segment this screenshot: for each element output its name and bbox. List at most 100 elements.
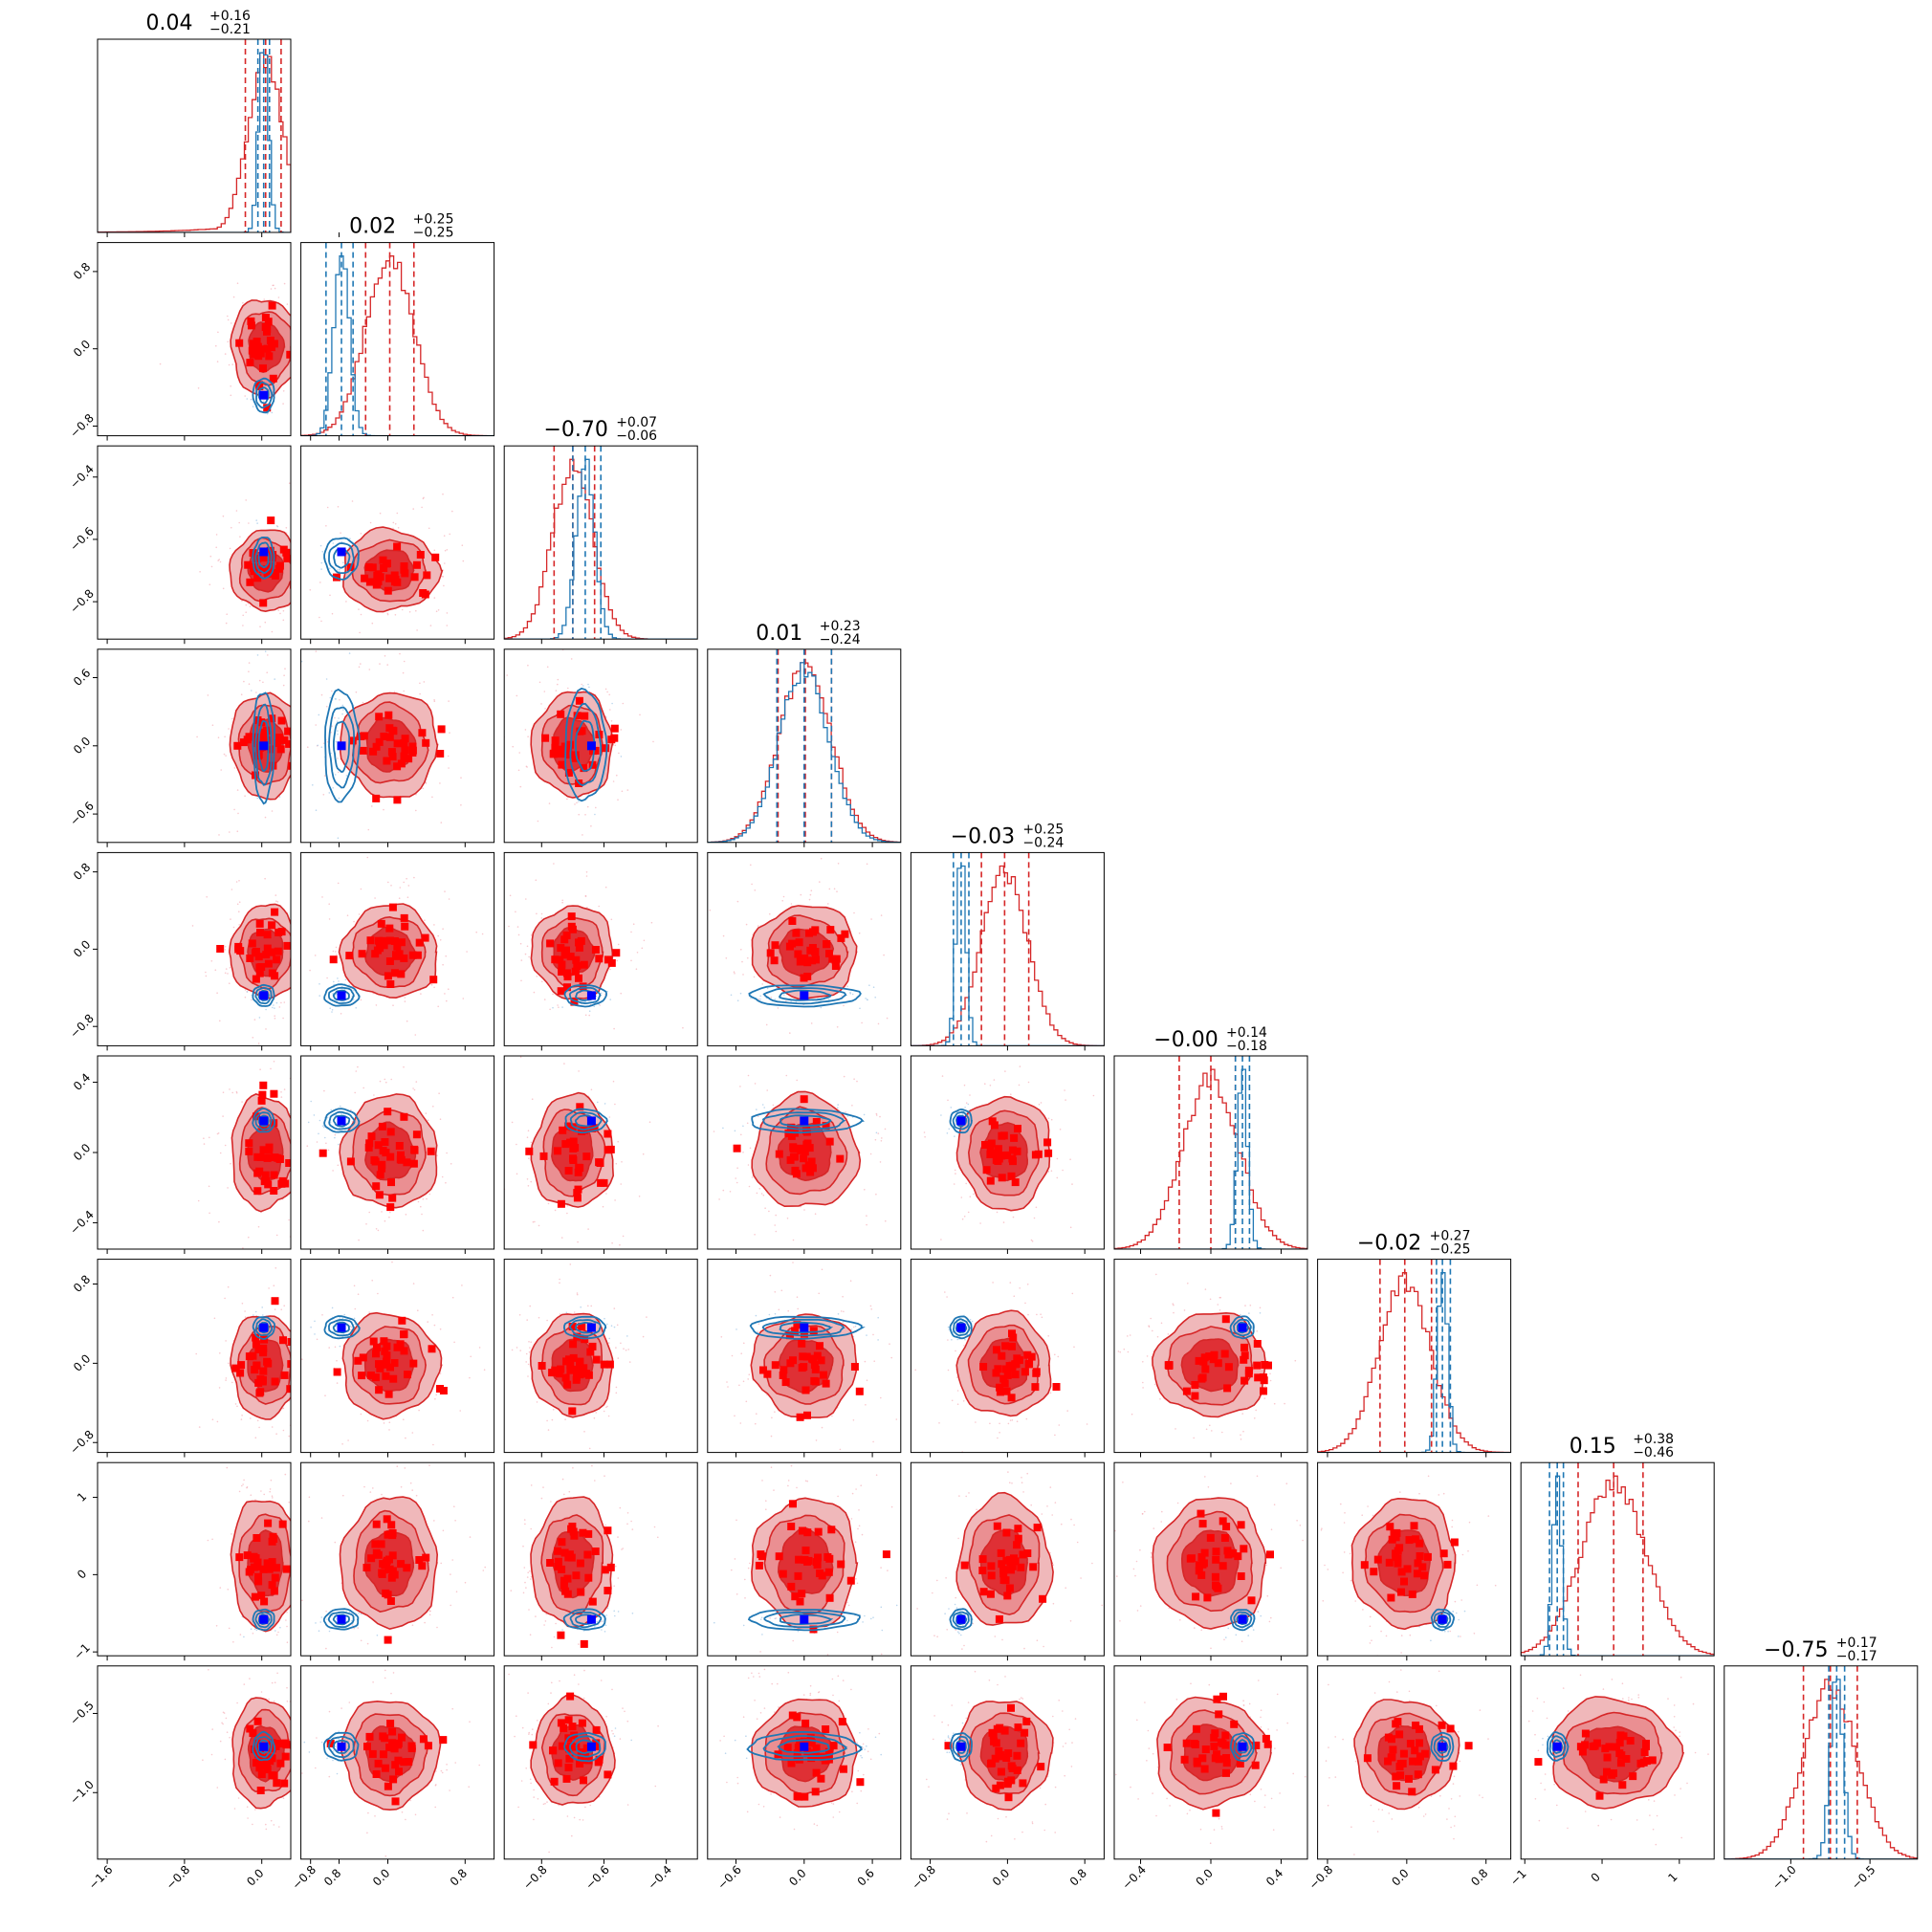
red-marker xyxy=(268,301,276,310)
red-sample-point xyxy=(866,1223,867,1226)
red-sample-point xyxy=(375,1004,378,1006)
truth-marker xyxy=(259,390,269,400)
blue-contour-1 xyxy=(252,1108,276,1133)
red-sample-point xyxy=(1187,1283,1189,1284)
red-sample-point xyxy=(595,1412,597,1414)
red-sample-point xyxy=(406,1020,408,1022)
red-sample-point xyxy=(428,1464,430,1466)
red-marker xyxy=(255,1389,264,1397)
red-sample-point xyxy=(272,1497,274,1499)
panel-2-1 xyxy=(309,493,465,634)
red-sample-point xyxy=(1069,1226,1072,1229)
red-sample-point xyxy=(385,1081,387,1084)
red-sample-point xyxy=(439,782,441,784)
red-marker xyxy=(258,1090,267,1099)
blue-sample-point xyxy=(866,1334,867,1336)
blue-sample-point xyxy=(332,542,335,544)
blue-sample-point xyxy=(340,540,343,543)
red-sample-point xyxy=(258,1426,260,1429)
red-marker xyxy=(1021,1368,1029,1376)
red-marker xyxy=(318,1149,327,1157)
red-marker xyxy=(287,1338,291,1346)
red-sample-point xyxy=(432,1106,434,1108)
red-sample-point xyxy=(296,1005,297,1007)
blue-sample-point xyxy=(750,997,752,999)
red-marker xyxy=(256,929,264,936)
red-marker xyxy=(791,1327,800,1335)
red-sample-point xyxy=(543,999,546,1000)
red-sample-point xyxy=(775,1214,777,1217)
red-sample-point xyxy=(448,767,450,769)
blue-sample-point xyxy=(328,792,331,794)
blue-contour-2 xyxy=(254,1318,273,1337)
red-marker xyxy=(759,1366,767,1374)
red-marker xyxy=(251,1592,259,1601)
red-sample-point xyxy=(335,946,338,949)
blue-sample-point xyxy=(261,1306,264,1308)
red-sample-point xyxy=(444,549,447,552)
red-sample-point xyxy=(419,692,421,695)
red-marker xyxy=(366,936,375,945)
red-sample-point xyxy=(757,925,759,927)
red-marker xyxy=(268,1537,276,1546)
red-marker xyxy=(287,1360,291,1369)
red-sample-point xyxy=(1054,1434,1056,1437)
red-sample-point xyxy=(363,1485,365,1488)
red-marker xyxy=(538,1362,546,1370)
red-marker xyxy=(380,733,388,740)
red-sample-point xyxy=(1016,1252,1018,1254)
red-marker xyxy=(586,1348,595,1356)
blue-sample-point xyxy=(874,997,876,999)
blue-sample-point xyxy=(341,713,343,715)
red-marker xyxy=(255,1167,264,1175)
red-sample-point xyxy=(604,886,607,889)
red-sample-point xyxy=(281,1407,284,1410)
red-marker xyxy=(600,1178,608,1187)
red-marker xyxy=(579,982,587,991)
red-sample-point xyxy=(241,1415,243,1416)
red-sample-point xyxy=(866,863,868,866)
red-sample-point xyxy=(211,1418,214,1420)
blue-contour-2 xyxy=(761,1318,845,1337)
red-marker xyxy=(810,1361,819,1370)
red-marker xyxy=(803,1411,811,1419)
red-sample-point xyxy=(397,1007,399,1009)
red-marker xyxy=(369,747,378,756)
red-sample-point xyxy=(608,1342,610,1344)
red-marker xyxy=(259,1347,268,1355)
red-sample-point xyxy=(785,1000,787,1002)
red-sample-point xyxy=(312,933,314,935)
red-sample-point xyxy=(1031,1240,1034,1242)
red-sample-point xyxy=(302,1392,304,1394)
blue-contour-2 xyxy=(569,1319,602,1337)
red-sample-point xyxy=(244,1316,247,1318)
red-marker xyxy=(568,1323,577,1330)
red-sample-point xyxy=(1011,1419,1014,1421)
red-sample-point xyxy=(337,757,339,759)
red-marker xyxy=(786,1155,795,1164)
red-marker xyxy=(574,1185,582,1194)
blue-sample-point xyxy=(868,984,870,986)
red-sample-point xyxy=(553,863,555,865)
red-sample-point xyxy=(249,605,252,607)
red-marker xyxy=(400,565,408,574)
red-sample-point xyxy=(428,1614,431,1616)
blue-sample-point xyxy=(332,992,335,995)
red-sample-point xyxy=(1255,1409,1257,1412)
red-sample-point xyxy=(215,546,217,549)
red-sample-point xyxy=(248,662,251,664)
red-marker xyxy=(826,926,835,934)
blue-sample-point xyxy=(837,1313,840,1315)
red-sample-point xyxy=(296,595,297,597)
red-marker xyxy=(266,1562,274,1570)
blue-sample-point xyxy=(736,999,739,1001)
red-marker xyxy=(264,1359,273,1368)
blue-sample-point xyxy=(274,1007,275,1009)
red-sample-point xyxy=(907,1294,909,1296)
red-sample-point xyxy=(890,1356,892,1359)
red-sample-point xyxy=(564,1013,566,1015)
red-sample-point xyxy=(396,512,399,515)
red-sample-point xyxy=(576,1292,579,1294)
red-sample-point xyxy=(303,1478,305,1480)
red-sample-point xyxy=(358,913,361,915)
